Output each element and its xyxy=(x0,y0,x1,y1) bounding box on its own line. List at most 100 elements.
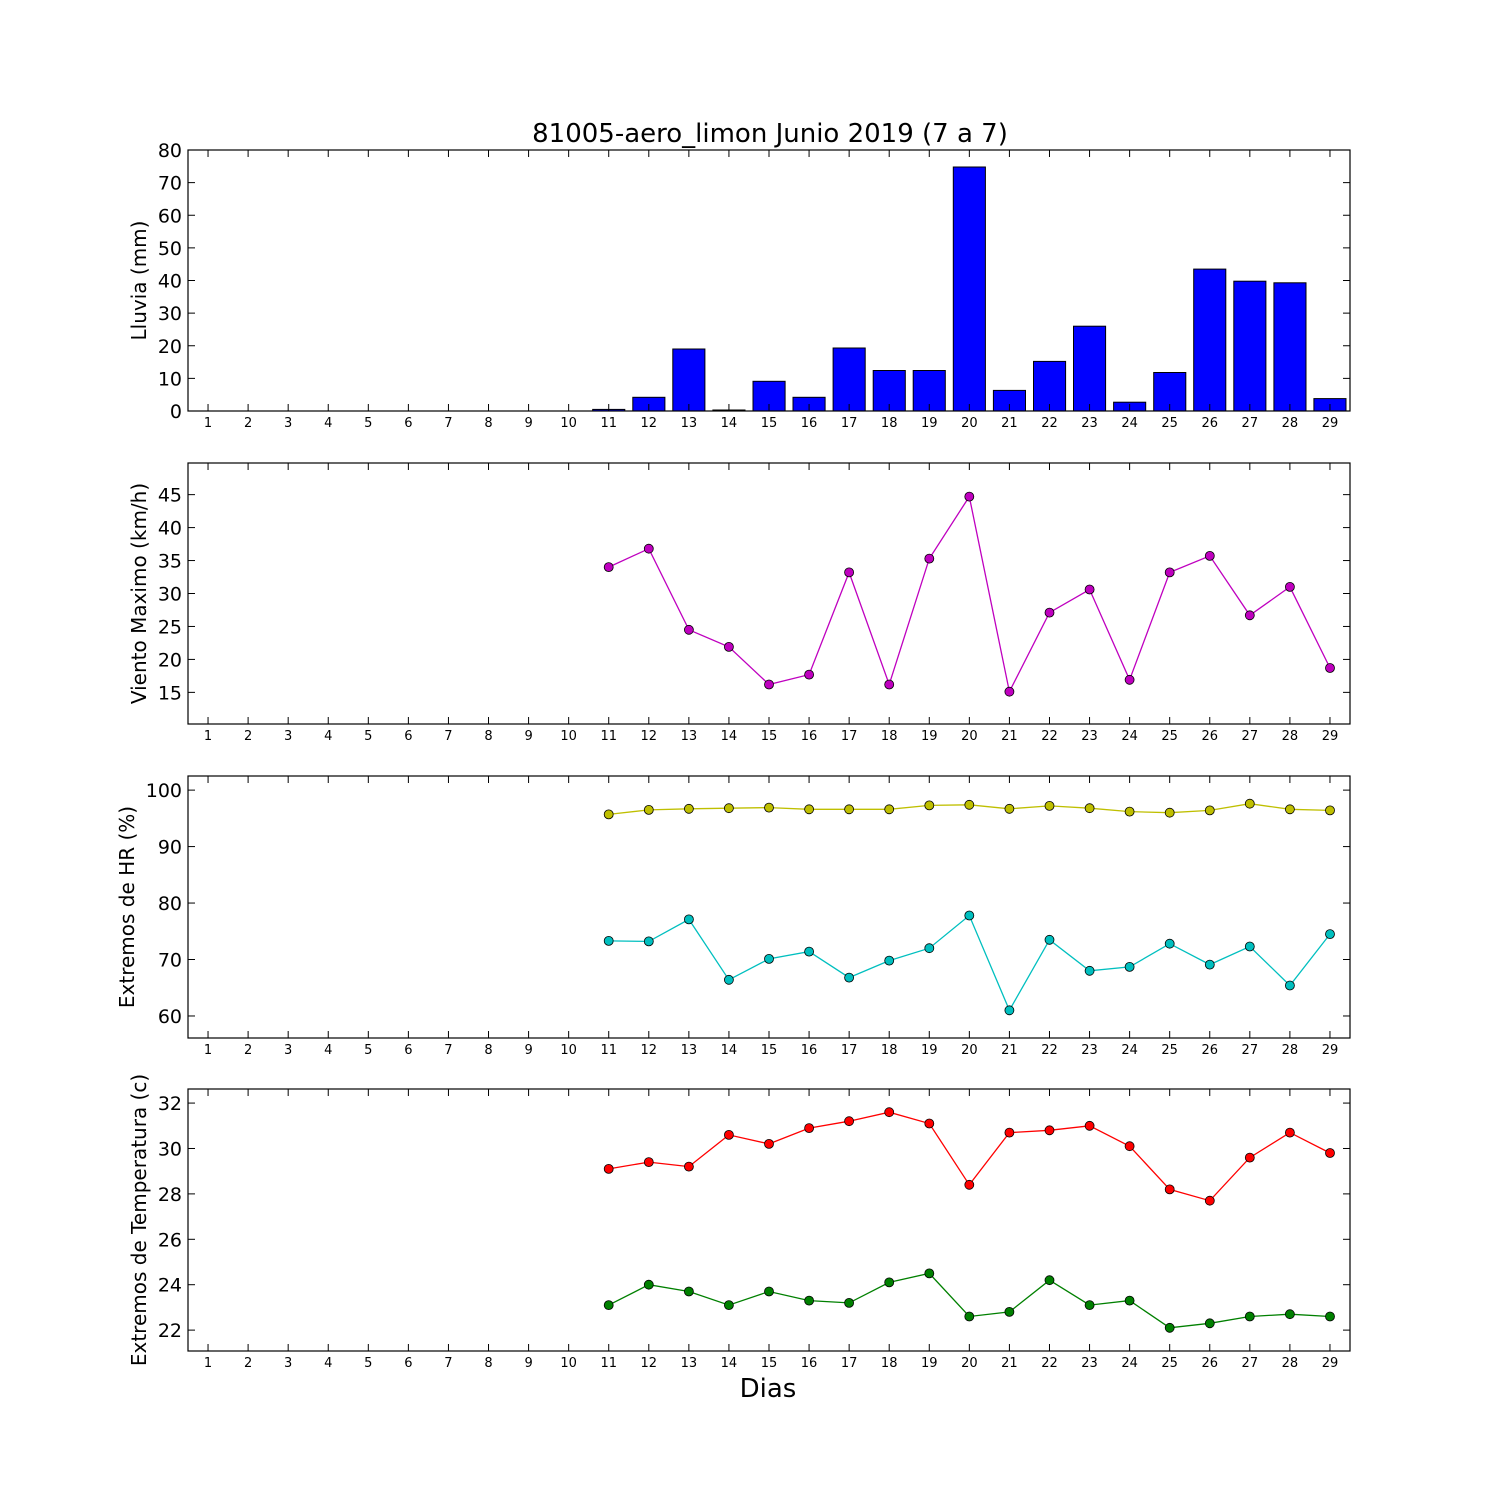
x-tick-label: 24 xyxy=(1121,1043,1138,1058)
x-tick-label: 8 xyxy=(484,1356,492,1371)
x-tick-label: 25 xyxy=(1161,1356,1178,1371)
point-s2-day-21 xyxy=(1004,1005,1015,1016)
x-tick-label: 22 xyxy=(1041,729,1058,744)
y-tick-label: 24 xyxy=(158,1275,182,1297)
x-tick-label: 2 xyxy=(244,416,252,431)
point-s2-day-27 xyxy=(1244,1311,1255,1322)
point-s2-day-15 xyxy=(764,1286,774,1297)
x-tick-label: 11 xyxy=(600,729,617,744)
point-s2-day-26 xyxy=(1204,1318,1215,1329)
point-s1-day-19 xyxy=(924,1118,935,1129)
x-tick-label: 28 xyxy=(1282,1356,1299,1371)
x-tick-label: 26 xyxy=(1201,1356,1218,1371)
y-tick-label: 28 xyxy=(158,1184,182,1206)
y-tick-label: 30 xyxy=(158,1138,182,1160)
x-tick-label: 3 xyxy=(284,1356,292,1371)
point-s2-day-13 xyxy=(684,914,694,925)
x-tick-label: 27 xyxy=(1242,1043,1259,1058)
x-tick-label: 12 xyxy=(641,729,658,744)
y-tick-label: 30 xyxy=(158,303,182,325)
x-tick-label: 13 xyxy=(681,416,698,431)
x-tick-label: 5 xyxy=(364,729,372,744)
x-tick-label: 1 xyxy=(204,416,212,431)
x-tick-label: 22 xyxy=(1041,1356,1058,1371)
x-tick-label: 2 xyxy=(244,1043,252,1058)
point-s1-day-26 xyxy=(1204,551,1215,561)
x-tick-label: 28 xyxy=(1282,1043,1299,1058)
point-s2-day-17 xyxy=(844,972,854,983)
point-s1-day-28 xyxy=(1285,582,1295,592)
x-axis-label: Dias xyxy=(740,1374,797,1404)
point-s2-day-26 xyxy=(1204,959,1215,970)
y-tick-label: 35 xyxy=(158,551,182,573)
point-s1-day-13 xyxy=(684,1161,694,1172)
point-s1-day-14 xyxy=(724,803,734,814)
point-s1-day-11 xyxy=(603,562,614,572)
x-tick-label: 23 xyxy=(1081,416,1098,431)
x-tick-label: 16 xyxy=(801,729,818,744)
x-tick-label: 29 xyxy=(1322,729,1339,744)
point-s1-day-27 xyxy=(1244,610,1255,621)
x-tick-label: 16 xyxy=(801,1043,818,1058)
x-tick-label: 2 xyxy=(244,1356,252,1371)
x-tick-label: 1 xyxy=(204,1043,212,1058)
x-tick-label: 23 xyxy=(1081,1356,1098,1371)
x-tick-label: 26 xyxy=(1201,729,1218,744)
y-tick-label: 20 xyxy=(158,649,182,671)
x-tick-label: 20 xyxy=(961,729,978,744)
x-tick-label: 26 xyxy=(1201,416,1218,431)
x-tick-label: 8 xyxy=(484,729,492,744)
point-s1-day-24 xyxy=(1124,674,1135,685)
x-tick-label: 12 xyxy=(641,416,658,431)
x-tick-label: 20 xyxy=(961,1356,978,1371)
point-s1-day-17 xyxy=(844,567,854,578)
x-tick-label: 11 xyxy=(600,1356,617,1371)
x-tick-label: 14 xyxy=(721,1043,738,1058)
point-s2-day-12 xyxy=(643,936,654,947)
point-s1-day-12 xyxy=(643,1157,654,1167)
point-s1-day-19 xyxy=(924,800,935,811)
y-tick-label: 60 xyxy=(158,205,182,227)
x-tick-label: 7 xyxy=(444,729,452,744)
x-tick-label: 24 xyxy=(1121,1356,1138,1371)
x-tick-label: 13 xyxy=(681,1356,698,1371)
point-s2-day-27 xyxy=(1244,941,1255,952)
x-tick-label: 1 xyxy=(204,729,212,744)
point-s2-day-11 xyxy=(603,1300,614,1310)
x-tick-label: 21 xyxy=(1001,416,1018,431)
point-s1-day-14 xyxy=(724,642,734,652)
point-s2-day-19 xyxy=(924,943,935,954)
x-tick-label: 13 xyxy=(681,729,698,744)
x-tick-label: 19 xyxy=(921,1356,938,1371)
x-tick-label: 7 xyxy=(444,1356,452,1371)
point-s1-day-15 xyxy=(764,802,774,813)
bar-day-13 xyxy=(672,348,706,412)
y-tick-label: 40 xyxy=(158,271,182,293)
point-s1-day-27 xyxy=(1244,798,1255,809)
point-s1-day-16 xyxy=(804,1123,814,1133)
point-s2-day-23 xyxy=(1084,965,1095,976)
point-s1-day-27 xyxy=(1244,1152,1255,1163)
x-tick-label: 28 xyxy=(1282,729,1299,744)
y-tick-label: 80 xyxy=(158,893,182,915)
y-tick-label: 32 xyxy=(158,1093,182,1115)
point-s1-day-20 xyxy=(964,1179,975,1190)
x-tick-label: 15 xyxy=(761,729,778,744)
x-tick-label: 21 xyxy=(1001,1043,1018,1058)
point-s1-day-11 xyxy=(603,1164,614,1174)
x-tick-label: 2 xyxy=(244,729,252,744)
series-line-2 xyxy=(608,914,1331,1012)
x-tick-label: 21 xyxy=(1001,729,1018,744)
point-s1-day-24 xyxy=(1124,806,1135,817)
x-tick-label: 20 xyxy=(961,416,978,431)
x-tick-label: 7 xyxy=(444,416,452,431)
y-tick-label: 60 xyxy=(158,1006,182,1028)
x-tick-label: 18 xyxy=(881,1356,898,1371)
point-s1-day-15 xyxy=(764,1139,774,1149)
y-axis-label: Lluvia (mm) xyxy=(127,221,151,341)
x-tick-label: 15 xyxy=(761,1356,778,1371)
